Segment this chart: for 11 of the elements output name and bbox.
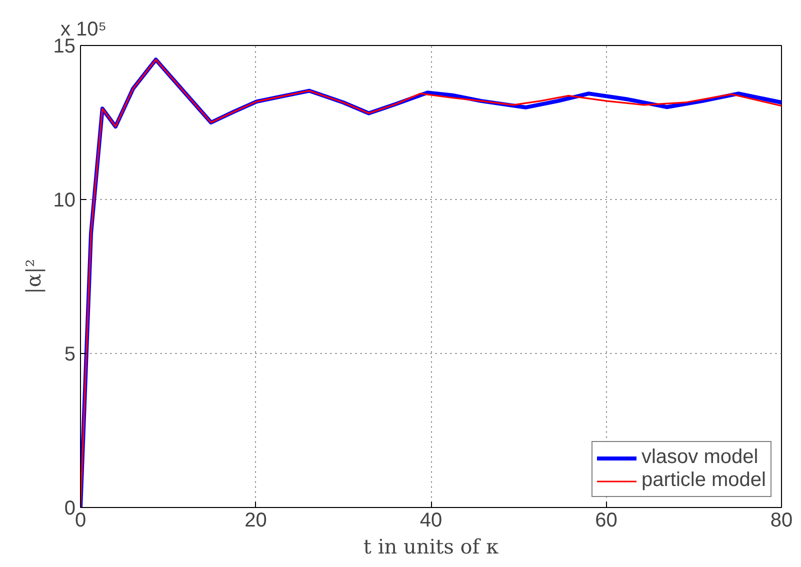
y-tick-label: 10 — [53, 190, 76, 212]
legend-label: particle model — [641, 469, 766, 492]
x-axis-title: t in units of κ — [363, 534, 500, 558]
y-tick-label: 5 — [64, 344, 76, 366]
x-tick-label: 40 — [420, 510, 442, 532]
x-tick-label: 20 — [244, 510, 267, 532]
legend-label: vlasov model — [641, 446, 758, 469]
y-axis-title: |α|² — [21, 259, 46, 294]
y-tick-label: 15 — [53, 36, 76, 58]
x-tick-label: 80 — [770, 510, 793, 532]
x-tick-label: 60 — [595, 510, 618, 532]
